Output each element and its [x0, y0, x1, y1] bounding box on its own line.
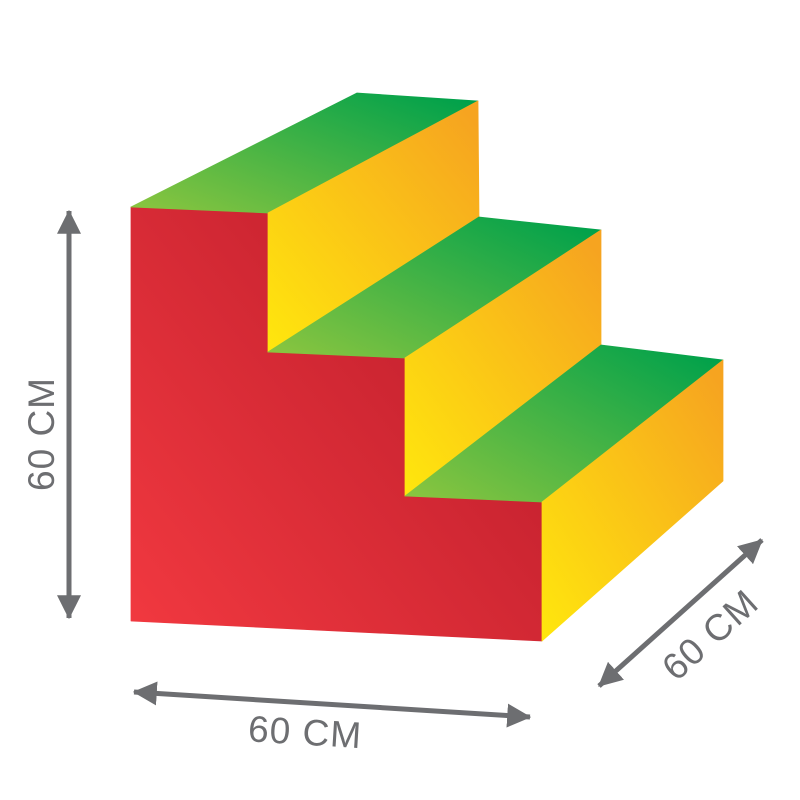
width-dimension: 60 CM [132, 681, 532, 756]
depth-dimension-arrow [597, 538, 764, 688]
staircase-solid [130, 92, 724, 642]
width-dimension-label: 60 CM [247, 708, 363, 756]
height-dimension: 60 CM [21, 209, 82, 620]
step-3-riser-face [541, 359, 724, 642]
depth-dimension-label: 60 CM [654, 582, 766, 689]
width-dimension-arrow [132, 681, 532, 728]
height-dimension-label: 60 CM [21, 377, 62, 491]
